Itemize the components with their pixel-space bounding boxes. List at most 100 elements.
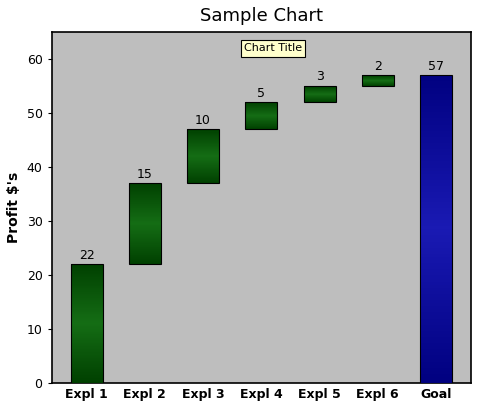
- Bar: [71, 286, 103, 287]
- Bar: [420, 355, 452, 359]
- Bar: [129, 211, 161, 212]
- Bar: [129, 209, 161, 210]
- Bar: [71, 318, 103, 319]
- Bar: [71, 288, 103, 289]
- Bar: [129, 225, 161, 226]
- Bar: [420, 313, 452, 315]
- Bar: [129, 206, 161, 207]
- Bar: [71, 361, 103, 362]
- Bar: [420, 254, 452, 257]
- Bar: [187, 153, 219, 154]
- Bar: [187, 145, 219, 146]
- Bar: [420, 319, 452, 322]
- Bar: [129, 216, 161, 217]
- Bar: [187, 146, 219, 147]
- Bar: [187, 159, 219, 160]
- Bar: [420, 208, 452, 211]
- Bar: [71, 344, 103, 345]
- Bar: [71, 287, 103, 288]
- Bar: [71, 275, 103, 276]
- Bar: [71, 267, 103, 268]
- Bar: [129, 246, 161, 247]
- Bar: [187, 181, 219, 182]
- Bar: [187, 177, 219, 178]
- Bar: [71, 299, 103, 300]
- Bar: [420, 282, 452, 285]
- Bar: [71, 371, 103, 373]
- Bar: [129, 228, 161, 229]
- Bar: [420, 171, 452, 174]
- Bar: [420, 198, 452, 202]
- Bar: [71, 314, 103, 315]
- Bar: [71, 294, 103, 295]
- Bar: [420, 315, 452, 319]
- Bar: [129, 199, 161, 200]
- Bar: [71, 289, 103, 290]
- Bar: [420, 180, 452, 183]
- Text: 15: 15: [137, 168, 153, 181]
- Bar: [71, 336, 103, 337]
- Bar: [71, 348, 103, 349]
- Bar: [71, 362, 103, 363]
- Bar: [71, 295, 103, 297]
- Bar: [71, 333, 103, 335]
- Bar: [129, 218, 161, 219]
- Bar: [420, 223, 452, 226]
- Bar: [71, 290, 103, 292]
- Bar: [71, 370, 103, 371]
- Bar: [420, 377, 452, 380]
- Bar: [129, 210, 161, 211]
- Bar: [71, 340, 103, 341]
- Bar: [129, 217, 161, 218]
- Bar: [420, 371, 452, 374]
- Bar: [71, 326, 103, 327]
- Bar: [187, 170, 219, 171]
- Bar: [420, 334, 452, 337]
- Bar: [129, 238, 161, 239]
- Bar: [420, 78, 452, 82]
- Bar: [187, 141, 219, 142]
- Bar: [71, 379, 103, 381]
- Bar: [129, 224, 161, 225]
- Bar: [420, 229, 452, 232]
- Bar: [187, 165, 219, 166]
- Bar: [129, 242, 161, 243]
- Bar: [420, 155, 452, 158]
- Bar: [129, 183, 161, 184]
- Bar: [129, 223, 161, 224]
- Bar: [129, 187, 161, 188]
- Bar: [187, 129, 219, 183]
- Bar: [187, 138, 219, 139]
- Bar: [420, 294, 452, 297]
- Text: 3: 3: [315, 70, 324, 83]
- Bar: [420, 309, 452, 313]
- Bar: [71, 377, 103, 379]
- Bar: [187, 162, 219, 163]
- Bar: [71, 355, 103, 356]
- Bar: [129, 212, 161, 213]
- Bar: [187, 171, 219, 172]
- Bar: [129, 200, 161, 201]
- Bar: [129, 240, 161, 241]
- Text: 22: 22: [79, 248, 95, 262]
- Bar: [71, 369, 103, 370]
- Bar: [71, 292, 103, 293]
- Bar: [420, 75, 452, 78]
- Bar: [187, 150, 219, 151]
- Bar: [420, 288, 452, 291]
- Bar: [71, 315, 103, 317]
- Bar: [129, 232, 161, 233]
- Bar: [71, 310, 103, 311]
- Bar: [420, 103, 452, 106]
- Bar: [71, 356, 103, 357]
- Bar: [129, 185, 161, 186]
- Bar: [129, 250, 161, 251]
- Bar: [187, 137, 219, 138]
- Title: Sample Chart: Sample Chart: [200, 7, 323, 25]
- Bar: [129, 262, 161, 263]
- Bar: [420, 291, 452, 294]
- Bar: [71, 381, 103, 382]
- Bar: [420, 238, 452, 242]
- Bar: [187, 131, 219, 132]
- Bar: [129, 208, 161, 209]
